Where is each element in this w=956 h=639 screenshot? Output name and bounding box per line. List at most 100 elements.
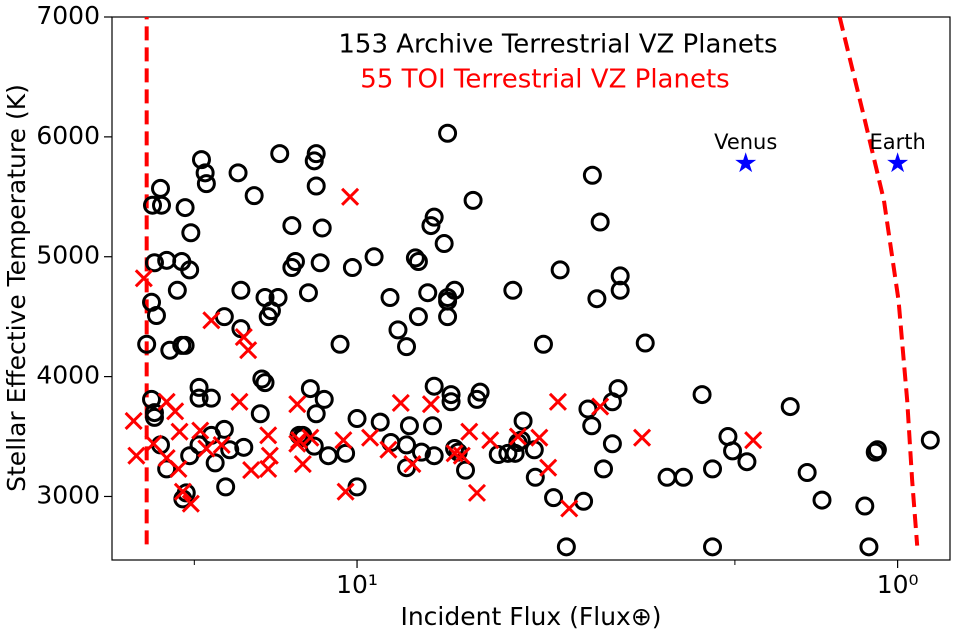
archive-marker [285, 252, 305, 272]
archive-marker [231, 319, 251, 339]
archive-marker [142, 195, 162, 215]
archive-marker [590, 212, 610, 232]
x-tick-label: 10¹ [336, 570, 378, 599]
toi-marker [144, 434, 163, 453]
archive-marker [423, 416, 443, 436]
archive-marker [408, 252, 428, 272]
archive-marker [525, 467, 545, 487]
archive-marker [244, 186, 264, 206]
archive-marker [424, 376, 444, 396]
archive-marker [191, 150, 211, 170]
archive-marker [189, 377, 209, 397]
archive-marker [144, 407, 164, 427]
archive-marker [380, 287, 400, 307]
toi-marker [230, 392, 249, 411]
plot-frame [111, 16, 951, 561]
toi-marker [530, 428, 549, 447]
archive-marker [189, 388, 209, 408]
archive-marker [157, 459, 177, 479]
archive-marker [556, 537, 576, 557]
archive-marker [424, 207, 444, 227]
archive-marker [347, 409, 367, 429]
toi-marker [170, 422, 189, 441]
archive-marker [397, 337, 417, 357]
archive-marker [456, 460, 476, 480]
archive-marker [304, 151, 324, 171]
archive-marker [920, 430, 940, 450]
toi-marker [293, 455, 312, 474]
toi-marker [548, 392, 567, 411]
archive-marker [723, 441, 743, 461]
archive-marker [220, 440, 240, 460]
archive-marker [330, 334, 350, 354]
archive-marker [214, 307, 234, 327]
archive-marker [594, 459, 614, 479]
archive-marker [780, 397, 800, 417]
archive-marker [388, 320, 408, 340]
toi-marker [403, 455, 422, 474]
archive-marker [445, 280, 465, 300]
toi-marker [460, 422, 479, 441]
annotation: 55 TOI Terrestrial VZ Planets [360, 65, 729, 95]
archive-marker [424, 446, 444, 466]
archive-marker [533, 334, 553, 354]
toi-marker [259, 426, 278, 445]
toi-marker [591, 397, 610, 416]
archive-marker [146, 305, 166, 325]
archive-marker [657, 467, 677, 487]
archive-marker [797, 462, 817, 482]
toi-marker [336, 482, 355, 501]
archive-marker [306, 176, 326, 196]
archive-marker [812, 490, 832, 510]
toi-marker [467, 483, 487, 502]
star-label: Venus [714, 130, 777, 154]
y-tick-label: 4000 [36, 361, 100, 390]
archive-marker [438, 123, 458, 143]
toi-marker [341, 187, 360, 206]
toi-marker [197, 439, 216, 458]
planet-star [887, 152, 909, 173]
archive-marker [216, 477, 236, 497]
archive-marker [505, 443, 525, 463]
toi-marker [234, 327, 253, 347]
archive-marker [300, 379, 320, 399]
toi-marker [481, 431, 500, 450]
toi-marker [288, 395, 307, 414]
archive-marker [635, 333, 655, 353]
archive-marker [195, 163, 215, 183]
archive-marker [252, 369, 272, 389]
archive-marker [312, 218, 332, 238]
archive-marker [234, 437, 254, 457]
archive-marker [421, 216, 441, 236]
toi-marker [124, 411, 143, 431]
archive-marker [703, 459, 723, 479]
archive-marker [438, 307, 458, 327]
archive-marker [587, 289, 607, 309]
toi-marker [560, 499, 579, 518]
archive-marker [550, 260, 570, 280]
archive-marker [201, 388, 221, 408]
zone-boundary [837, 16, 920, 546]
archive-marker [336, 443, 356, 463]
archive-marker [181, 223, 201, 243]
archive-marker [582, 165, 602, 185]
archive-marker [470, 382, 490, 402]
x-axis-title: Incident Flux (Flux⊕) [400, 602, 661, 631]
archive-marker [503, 280, 523, 300]
toi-marker [212, 435, 231, 454]
archive-marker [189, 435, 209, 455]
toi-marker [239, 341, 258, 360]
star-label: Earth [869, 130, 925, 154]
planet-star [735, 152, 757, 173]
archive-marker [318, 446, 338, 466]
archive-marker [370, 412, 390, 432]
archive-marker [137, 334, 157, 354]
archive-marker [255, 373, 275, 393]
y-tick-label: 5000 [36, 241, 100, 270]
archive-marker [150, 178, 170, 198]
archive-marker [399, 416, 419, 436]
toi-marker [127, 446, 146, 465]
toi-marker [301, 428, 320, 447]
archive-marker [602, 434, 622, 454]
archive-marker [859, 537, 879, 557]
